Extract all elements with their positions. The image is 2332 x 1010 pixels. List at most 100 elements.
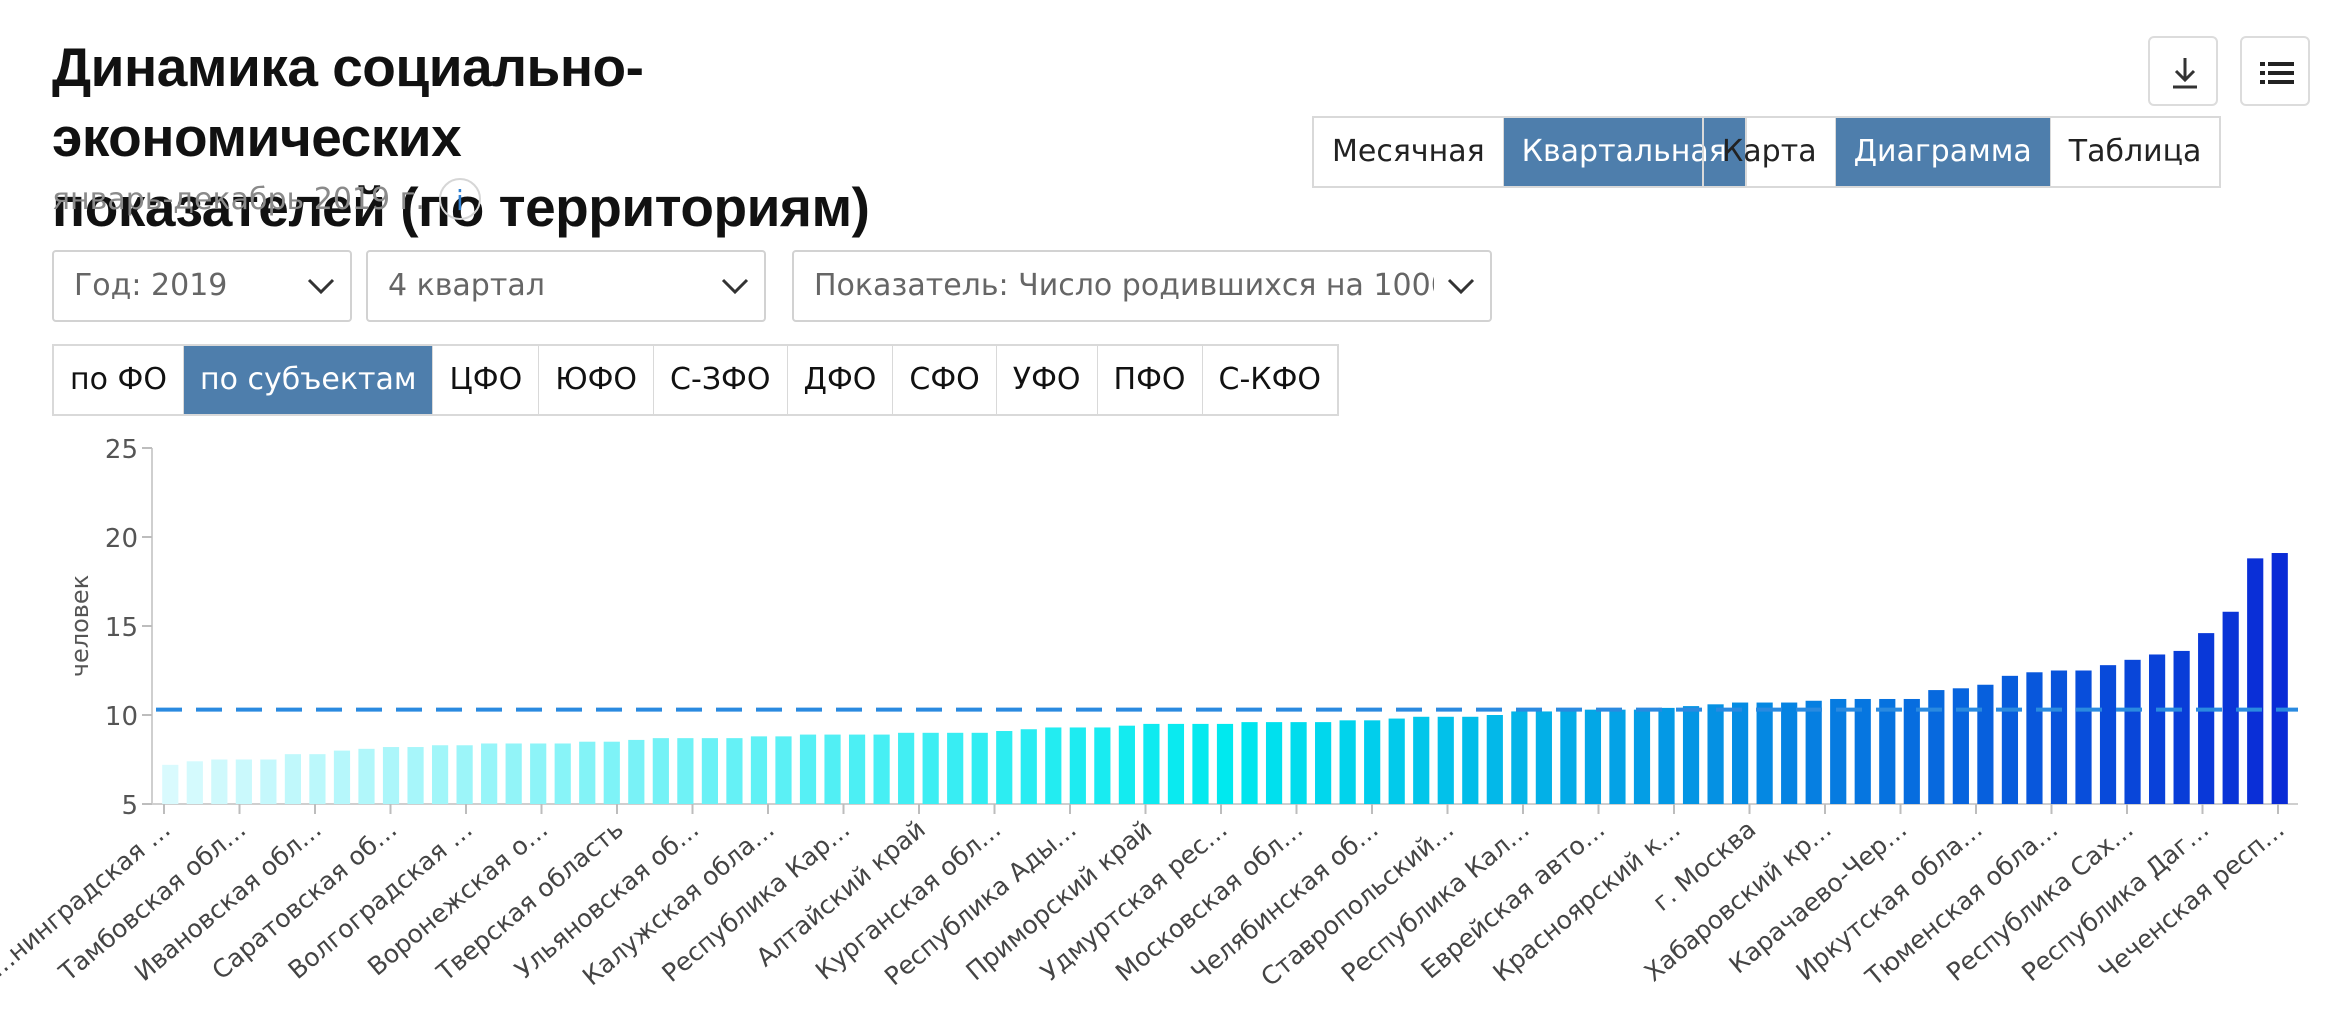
view-chart[interactable]: Диаграмма (1835, 118, 2051, 186)
view-mode-toggle: Карта Диаграмма Таблица (1702, 116, 2222, 188)
bar (1584, 709, 1602, 804)
bar (1437, 716, 1454, 804)
tab-szfo[interactable]: С-ЗФО (654, 346, 788, 414)
tab-by-subjects[interactable]: по субъектам (183, 346, 434, 414)
bar (162, 764, 179, 804)
bar (1462, 716, 1479, 804)
bar (530, 743, 547, 804)
y-axis-label: человек (66, 575, 94, 677)
chevron-down-icon (1447, 278, 1475, 295)
bar (235, 759, 252, 804)
periodicity-quarterly[interactable]: Квартальная (1503, 118, 1745, 186)
bar (1020, 729, 1037, 804)
tab-cfo[interactable]: ЦФО (433, 346, 540, 414)
bar (2001, 675, 2019, 804)
bar (1658, 707, 1675, 804)
bar (1732, 702, 1749, 804)
y-tick-label: 10 (105, 702, 138, 732)
bar (1241, 722, 1258, 804)
tab-by-fo[interactable]: по ФО (54, 346, 184, 414)
bar (358, 748, 375, 804)
bar (947, 732, 964, 804)
bar (211, 759, 228, 804)
bar (922, 732, 939, 804)
bar (1511, 711, 1528, 804)
bar (2173, 650, 2190, 804)
y-tick-label: 25 (105, 435, 138, 465)
bar (1633, 709, 1651, 804)
periodicity-monthly[interactable]: Месячная (1314, 118, 1504, 186)
bar (677, 738, 694, 804)
bar (1952, 688, 1969, 804)
bar (1879, 698, 1896, 804)
bar (1315, 722, 1332, 804)
tab-dfo[interactable]: ДФО (788, 346, 894, 414)
bar (1830, 698, 1847, 804)
download-button[interactable] (2148, 36, 2218, 106)
page-title: Динамика социально-экономических показат… (52, 32, 1052, 242)
bar (628, 739, 645, 804)
tab-pfo[interactable]: ПФО (1098, 346, 1203, 414)
bar (2124, 659, 2141, 804)
bar (1290, 722, 1307, 804)
bar (2222, 611, 2239, 804)
bar (2247, 558, 2264, 804)
chevron-down-icon (721, 278, 749, 295)
bar (1069, 727, 1086, 804)
bar (1413, 716, 1430, 804)
bar (603, 741, 620, 804)
period-text: январь-декабрь 2019 г. (52, 181, 425, 217)
bar (726, 738, 743, 804)
bar (1756, 702, 1773, 804)
bar (1388, 718, 1405, 804)
bar (431, 745, 449, 804)
menu-button[interactable] (2240, 36, 2310, 106)
tab-ufo[interactable]: УФО (997, 346, 1098, 414)
indicator-select[interactable]: Показатель: Число родившихся на 1000 чел (792, 250, 1492, 322)
bar (2050, 670, 2068, 804)
quarter-select[interactable]: 4 квартал (366, 250, 766, 322)
bar (260, 759, 277, 804)
bar (1192, 723, 1209, 804)
bar (1118, 725, 1135, 804)
bar (1265, 722, 1283, 804)
y-tick-label: 5 (121, 791, 138, 821)
view-table[interactable]: Таблица (2068, 134, 2202, 169)
bar (1364, 720, 1381, 804)
year-select[interactable]: Год: 2019 (52, 250, 352, 322)
periodicity-toggle: Месячная Квартальная (1312, 116, 1747, 188)
bar (1682, 706, 1700, 804)
info-icon[interactable]: i (438, 178, 481, 220)
bar (750, 736, 768, 804)
bar (873, 734, 890, 804)
bar (1045, 727, 1062, 804)
bar (1535, 711, 1552, 804)
bar (2148, 654, 2166, 804)
bar (1707, 704, 1724, 804)
bar (579, 741, 596, 804)
bar (1167, 723, 1185, 804)
bar (1854, 698, 1871, 804)
bar (456, 745, 473, 804)
bar (775, 736, 792, 804)
view-map[interactable]: Карта (1704, 118, 1836, 186)
bar (2198, 633, 2215, 804)
bar (1805, 700, 1822, 804)
y-tick-label: 15 (105, 613, 138, 643)
bar (382, 747, 400, 804)
bar (701, 738, 718, 804)
tab-sfo[interactable]: СФО (893, 346, 997, 414)
bar (554, 743, 571, 804)
bar (652, 738, 669, 804)
bar (2026, 672, 2043, 804)
bar (1216, 723, 1234, 804)
bar (1928, 690, 1945, 804)
page-title-line1: Динамика социально-экономических (52, 36, 644, 168)
list-menu-icon (2260, 62, 2294, 84)
region-tabs: по ФО по субъектам ЦФО ЮФО С-ЗФО ДФО СФО… (52, 344, 1340, 416)
tab-skfo[interactable]: С-КФО (1218, 362, 1322, 397)
tab-yufo[interactable]: ЮФО (539, 346, 655, 414)
bar (1339, 720, 1356, 804)
bar (2099, 665, 2117, 804)
